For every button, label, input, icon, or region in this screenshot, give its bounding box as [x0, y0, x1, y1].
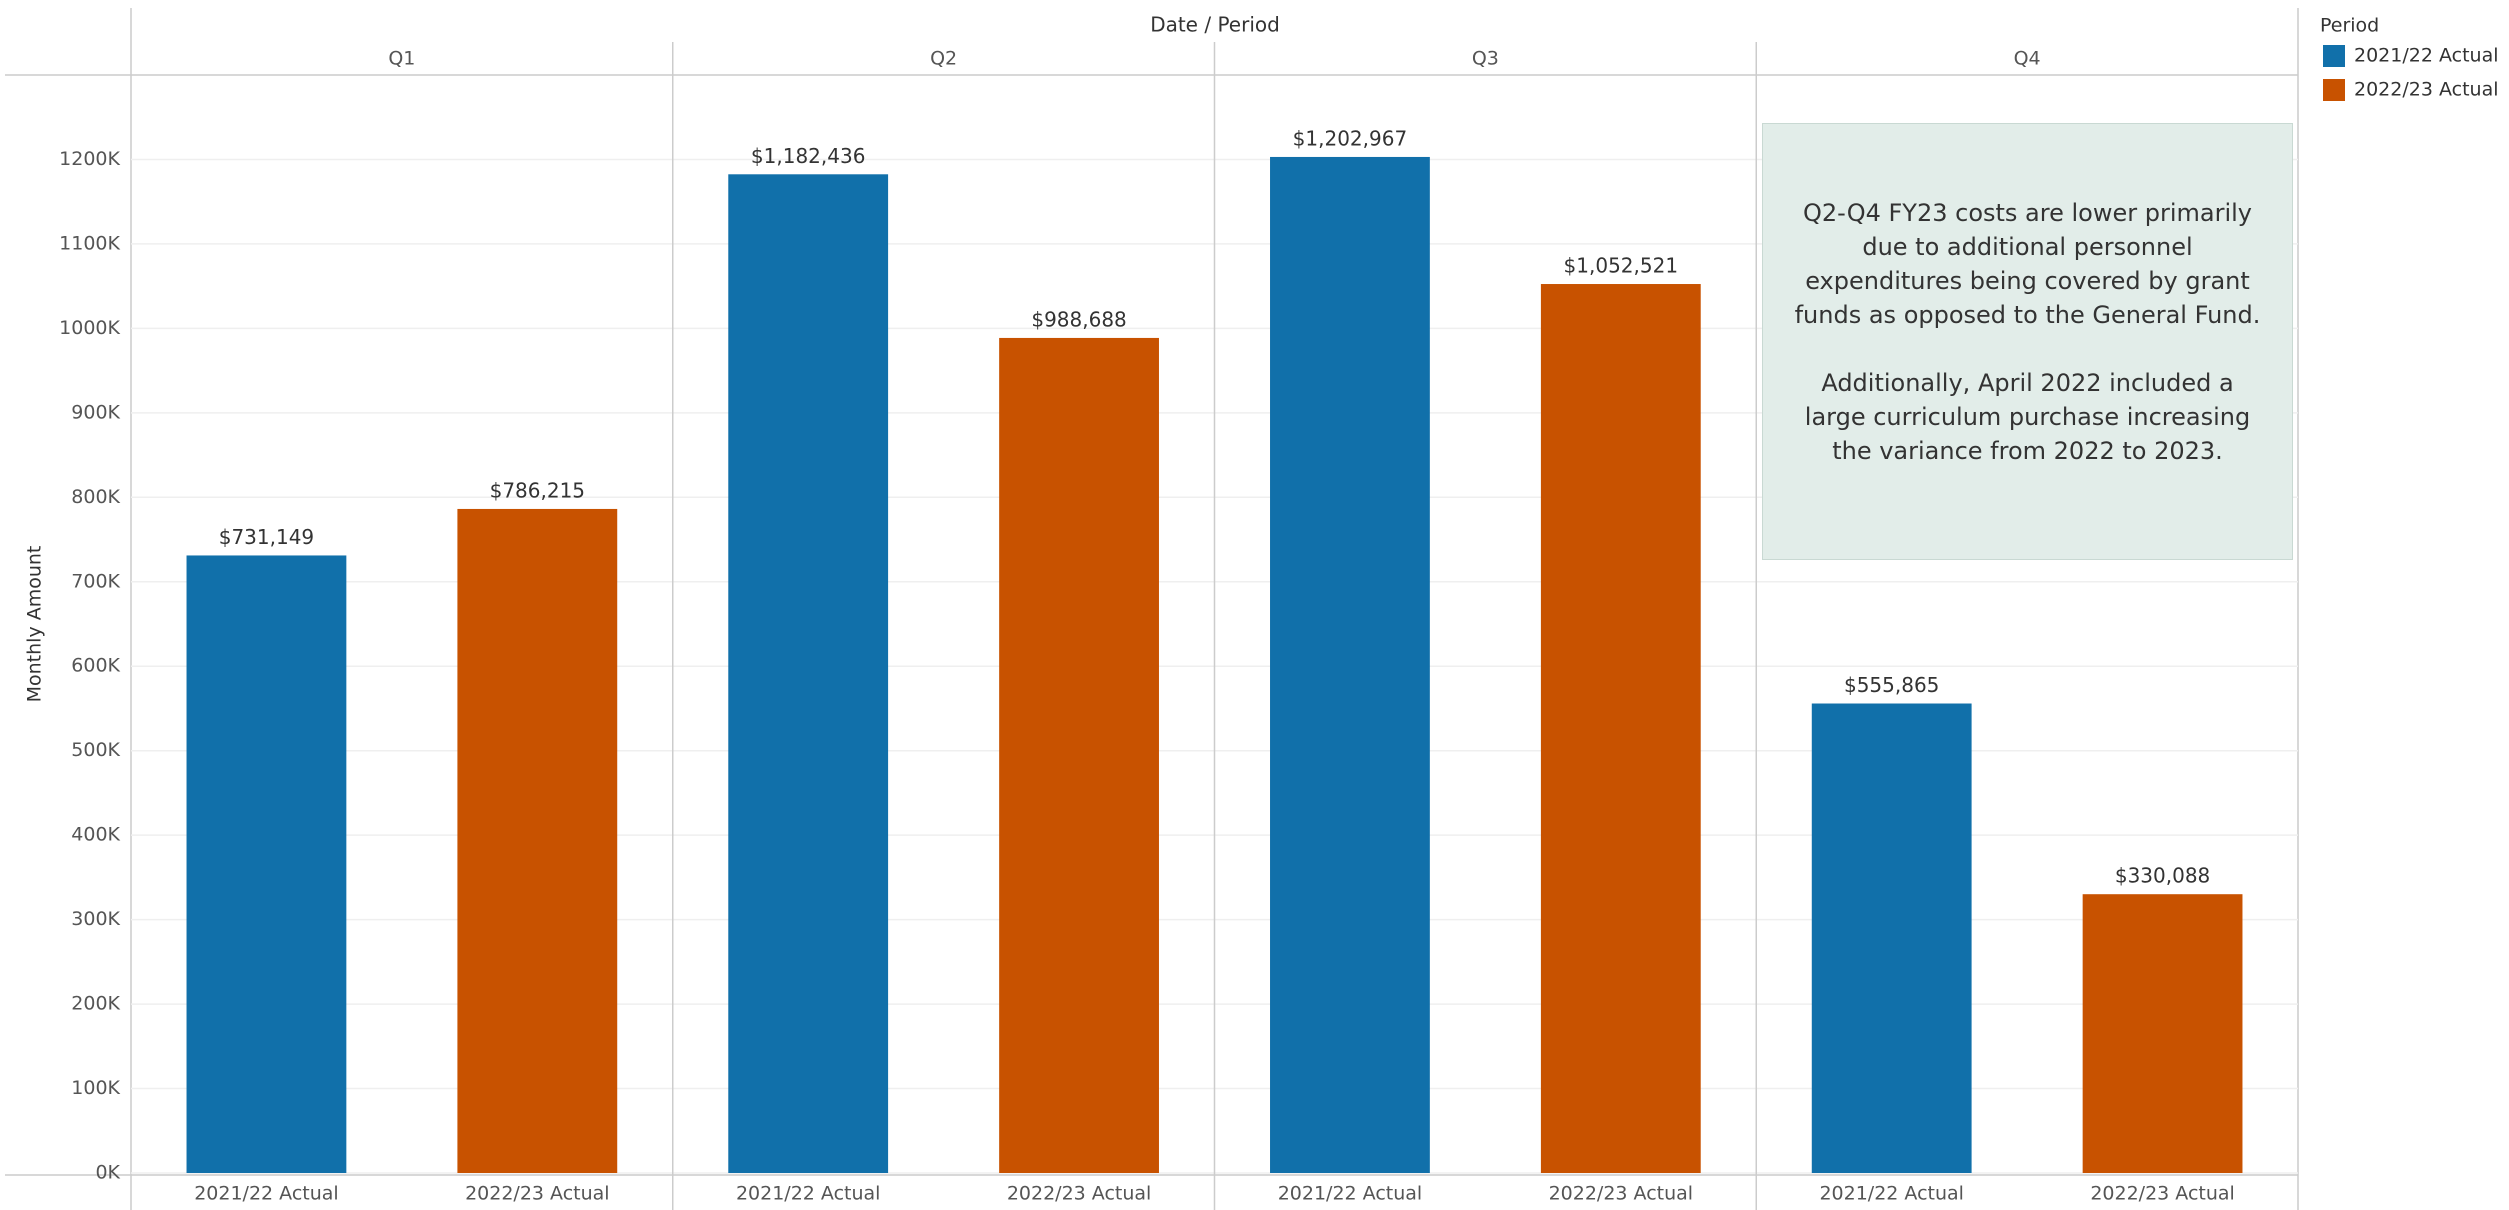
bar: [1540, 284, 1701, 1174]
y-tick-label: 100K: [71, 1077, 120, 1099]
value-label: $555,865: [1844, 673, 1939, 697]
bar: [2082, 894, 2243, 1173]
annotation-text: Additionally, April 2022 included a larg…: [1804, 369, 2251, 465]
value-label: $988,688: [1031, 307, 1126, 331]
x-tick-label: 2021/22 Actual: [1278, 1183, 1423, 1205]
value-label: $1,202,967: [1293, 126, 1408, 150]
panel-label: Q4: [2014, 48, 2041, 70]
legend-swatch: [2323, 45, 2345, 67]
legend-label: 2022/23 Actual: [2354, 79, 2499, 101]
x-tick-label: 2022/23 Actual: [465, 1183, 610, 1205]
y-tick-label: 300K: [71, 908, 120, 930]
value-label: $1,052,521: [1564, 254, 1679, 278]
y-axis-label: Monthly Amount: [24, 546, 46, 703]
header: Date / Period: [1150, 13, 1280, 37]
x-tick-label: 2022/23 Actual: [1007, 1183, 1152, 1205]
x-tick-label: 2022/23 Actual: [1549, 1183, 1694, 1205]
y-tick-label: 500K: [71, 739, 120, 761]
x-tick-label: 2022/23 Actual: [2090, 1183, 2235, 1205]
x-tick-label: 2021/22 Actual: [736, 1183, 881, 1205]
legend-label: 2021/22 Actual: [2354, 45, 2499, 67]
y-tick-label: 1000K: [59, 317, 120, 339]
bar: [1811, 703, 1972, 1173]
panel-label: Q2: [930, 48, 957, 70]
y-tick-label: 1100K: [59, 232, 120, 254]
y-tick-label: 900K: [71, 401, 120, 423]
y-tick-label: 400K: [71, 824, 120, 846]
panel-label: Q3: [1472, 48, 1499, 70]
value-label: $731,149: [219, 525, 314, 549]
y-tick-label: 700K: [71, 570, 120, 592]
value-label: $786,215: [490, 478, 585, 502]
y-tick-label: 800K: [71, 486, 120, 508]
bar: [1270, 156, 1430, 1173]
bar: [999, 337, 1159, 1173]
bar: [728, 174, 889, 1173]
bar: [186, 555, 347, 1173]
legend-swatch: [2323, 79, 2345, 101]
y-tick-label: 200K: [71, 993, 120, 1015]
annotation-text: Q2-Q4 FY23 costs are lower primarily due…: [1794, 199, 2261, 329]
panel-label: Q1: [388, 48, 415, 70]
legend-title: Period: [2320, 15, 2379, 37]
x-tick-label: 2021/22 Actual: [194, 1183, 339, 1205]
y-tick-label: 600K: [71, 655, 120, 677]
y-tick-label: 0K: [95, 1162, 120, 1184]
value-label: $330,088: [2115, 864, 2210, 888]
value-label: $1,182,436: [751, 144, 866, 168]
y-tick-label: 1200K: [59, 148, 120, 170]
x-tick-label: 2021/22 Actual: [1819, 1183, 1964, 1205]
bar: [457, 508, 618, 1174]
annotation: Q2-Q4 FY23 costs are lower primarily due…: [1762, 123, 2293, 560]
